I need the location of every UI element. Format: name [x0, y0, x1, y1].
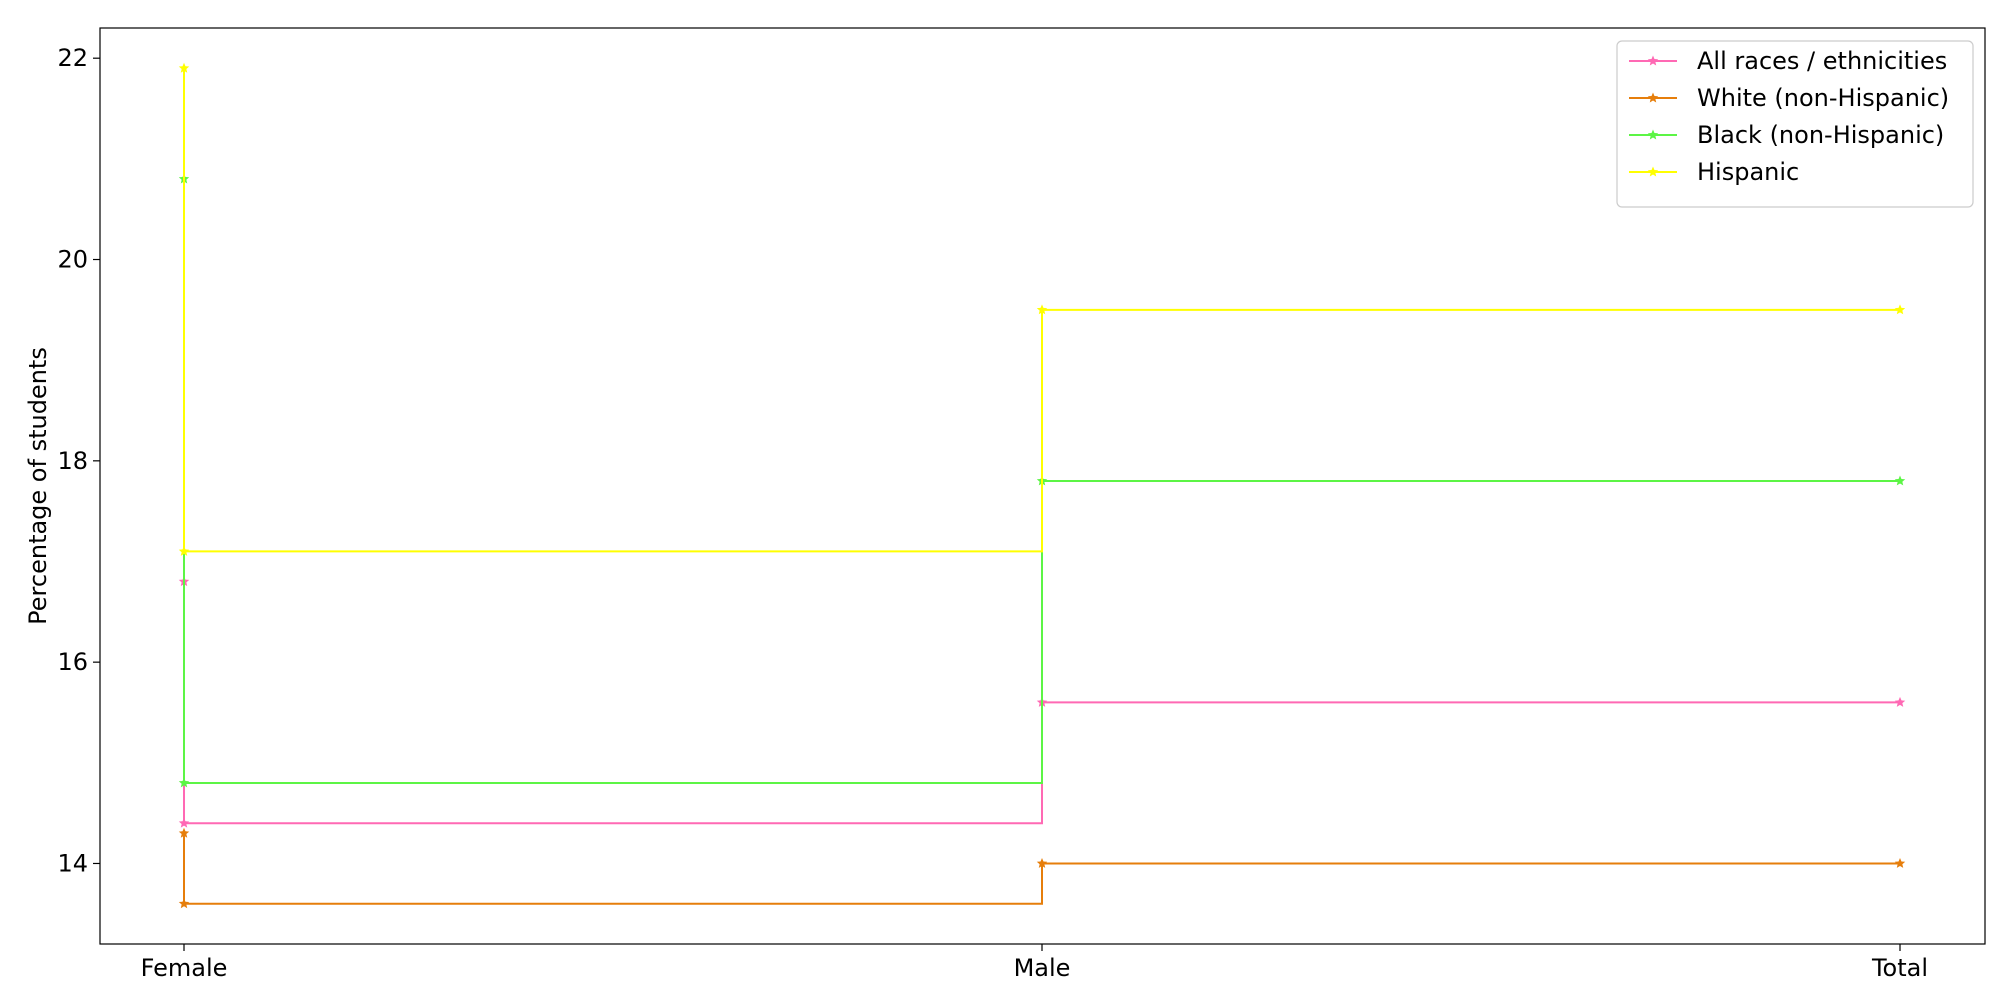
x-axis: Female Male Total: [141, 944, 1928, 982]
data-point: [178, 62, 190, 73]
legend-box: [1616, 40, 1974, 208]
legend-marker: [1647, 55, 1659, 66]
data-point: [178, 817, 190, 828]
legend-item: All races / ethnicities: [1629, 47, 1947, 75]
data-point: [1894, 475, 1906, 486]
legend-label: Hispanic: [1697, 158, 1799, 186]
legend-label: White (non-Hispanic): [1697, 84, 1949, 112]
y-tick-label: 14: [57, 849, 88, 877]
y-tick-label: 18: [57, 447, 88, 475]
series-line: [184, 308, 1900, 553]
y-axis: 14 16 18 20 22: [57, 44, 100, 877]
y-tick-label: 16: [57, 648, 88, 676]
data-point: [1036, 304, 1048, 315]
legend-label: All races / ethnicities: [1697, 47, 1947, 75]
legend: All races / ethnicities White (non-Hispan…: [1616, 40, 1974, 208]
legend-item: Black (non-Hispanic): [1629, 121, 1944, 149]
series-1: [178, 827, 1906, 909]
data-point: [178, 827, 190, 838]
data-point: [178, 898, 190, 909]
legend-marker: [1647, 92, 1659, 103]
y-axis-title: Percentage of students: [24, 347, 52, 625]
series-line: [184, 479, 1900, 784]
x-tick-label: Male: [1014, 954, 1071, 982]
series-layer: [178, 62, 1906, 909]
series-3: [178, 62, 1906, 556]
legend-marker: [1647, 129, 1659, 140]
data-point: [1036, 857, 1048, 868]
data-point: [1894, 696, 1906, 707]
data-point: [1894, 304, 1906, 315]
legend-item: Hispanic: [1629, 158, 1799, 186]
x-tick-label: Female: [141, 954, 228, 982]
data-point: [1894, 857, 1906, 868]
x-tick-label: Total: [1871, 954, 1928, 982]
legend-label: Black (non-Hispanic): [1697, 121, 1944, 149]
series-line: [184, 862, 1900, 905]
legend-item: White (non-Hispanic): [1629, 84, 1949, 112]
y-tick-label: 22: [57, 44, 88, 72]
data-point: [178, 545, 190, 556]
y-tick-label: 20: [57, 246, 88, 274]
legend-marker: [1647, 166, 1659, 177]
data-point: [178, 777, 190, 788]
